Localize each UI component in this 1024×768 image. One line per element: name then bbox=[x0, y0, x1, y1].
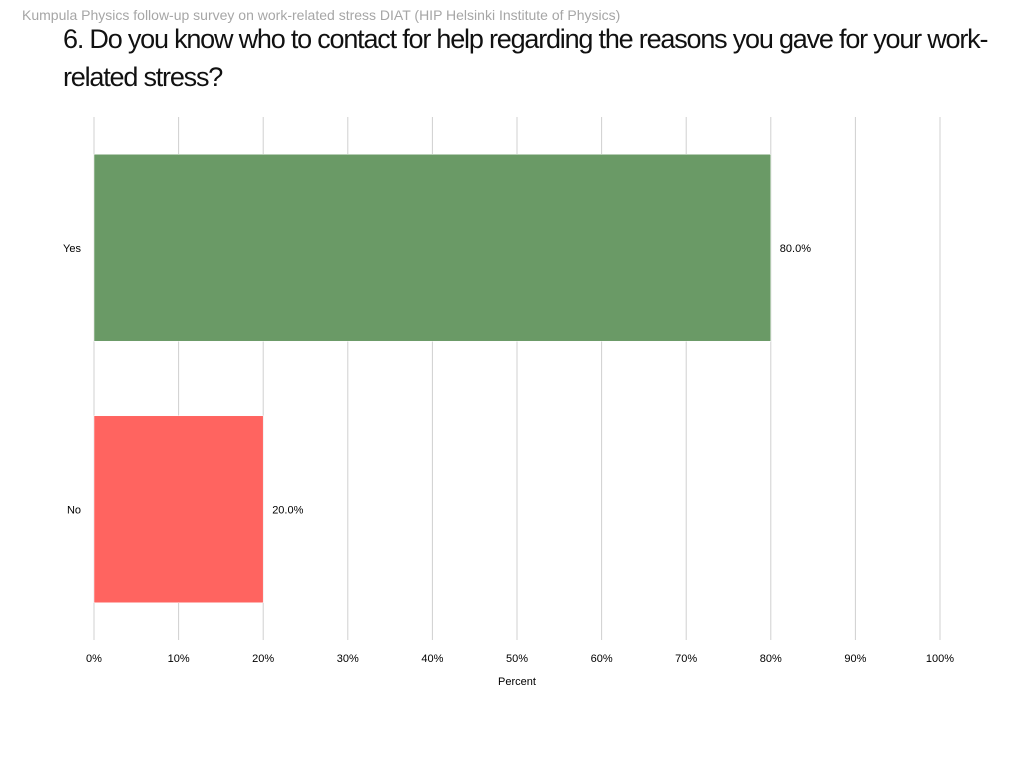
x-tick-label: 40% bbox=[421, 653, 443, 665]
bar-value-label: 80.0% bbox=[780, 243, 811, 255]
bar-value-label: 20.0% bbox=[272, 504, 303, 516]
bars bbox=[93, 154, 772, 603]
x-tick-label: 70% bbox=[675, 653, 697, 665]
x-tick-label: 20% bbox=[252, 653, 274, 665]
x-tick-label: 90% bbox=[844, 653, 866, 665]
bar-yes bbox=[93, 154, 772, 342]
x-tick-label: 60% bbox=[591, 653, 613, 665]
chart-title: 6. Do you know who to contact for help r… bbox=[63, 24, 988, 92]
x-tick-label: 30% bbox=[337, 653, 359, 665]
x-tick-label: 10% bbox=[168, 653, 190, 665]
x-tick-label: 100% bbox=[926, 653, 954, 665]
x-tick-label: 0% bbox=[86, 653, 102, 665]
x-tick-label: 50% bbox=[506, 653, 528, 665]
category-labels: Yes No bbox=[63, 243, 81, 517]
category-label: Yes bbox=[63, 243, 81, 255]
x-axis-label: Percent bbox=[498, 676, 536, 688]
x-tick-label: 80% bbox=[760, 653, 782, 665]
bar-no bbox=[93, 415, 264, 603]
bar-value-labels: 80.0% 20.0% bbox=[272, 243, 811, 517]
x-tick-labels: 0% 10% 20% 30% 40% 50% 60% 70% 80% 90% 100% bbox=[86, 653, 954, 665]
slide-header: Kumpula Physics follow-up survey on work… bbox=[22, 7, 621, 23]
category-label: No bbox=[67, 504, 81, 516]
